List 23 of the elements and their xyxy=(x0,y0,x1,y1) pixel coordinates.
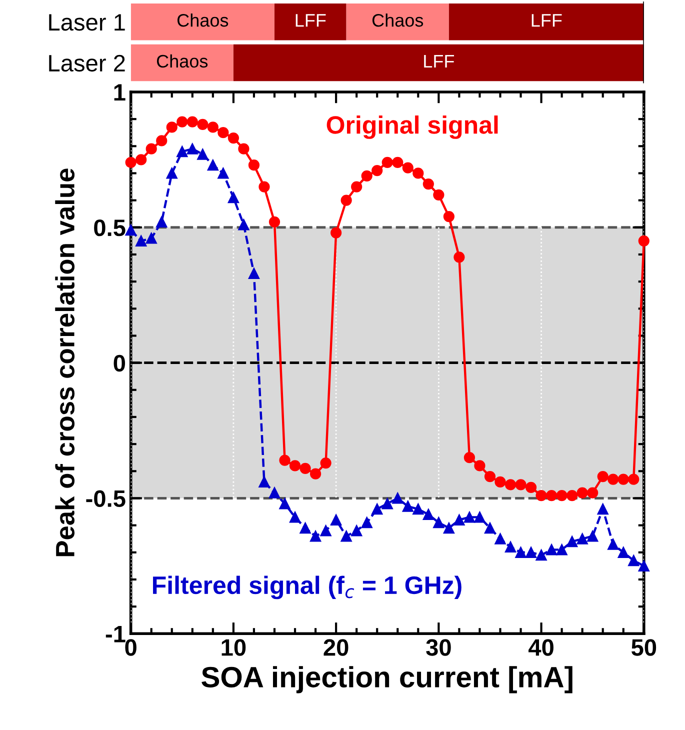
x-axis-title: SOA injection current [mA] xyxy=(202,666,572,694)
series-label: Filtered signal (f$_{c}$ = 1 GHz) xyxy=(153,576,462,600)
data-label: Chaos xyxy=(372,13,424,27)
x-tick-label: 20 xyxy=(324,639,348,656)
y-tick-label: 0 xyxy=(114,354,126,372)
x-tick-label: 30 xyxy=(426,639,451,656)
y-tick-label: -0.5 xyxy=(86,490,126,508)
data-label: LFF xyxy=(424,55,454,68)
x-tick-label: 0 xyxy=(125,639,136,656)
y-tick-label: 0.5 xyxy=(94,219,126,236)
x-tick-label: 50 xyxy=(631,639,656,656)
data-label: LFF xyxy=(296,14,326,27)
y-tick-label: 1 xyxy=(114,84,126,101)
data-label: Chaos xyxy=(177,13,228,27)
y-tick-label: Laser 2 xyxy=(49,54,125,72)
data-label: LFF xyxy=(532,14,562,27)
series-label: Original signal xyxy=(326,115,498,139)
data-label: Chaos xyxy=(156,54,208,68)
y-tick-label: -1 xyxy=(106,626,126,642)
x-tick-label: 10 xyxy=(222,639,246,656)
y-axis-title: Peak of cross correlation value xyxy=(55,168,75,556)
x-tick-label: 40 xyxy=(528,639,554,656)
y-tick-label: Laser 1 xyxy=(49,14,125,31)
